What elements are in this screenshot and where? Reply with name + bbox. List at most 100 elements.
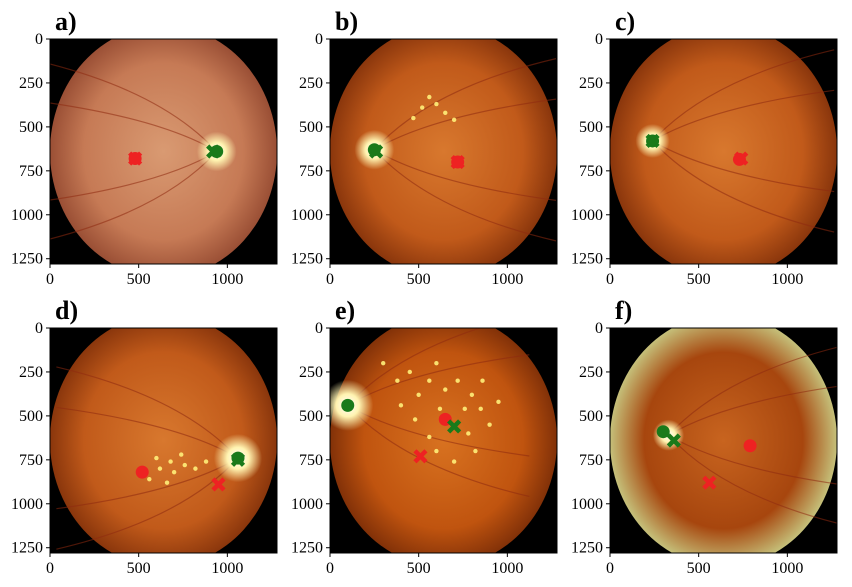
x-tick-label: 500	[687, 271, 711, 288]
x-tick-label: 0	[606, 271, 614, 288]
fundus-image	[50, 328, 277, 553]
green-circle-marker	[341, 398, 355, 412]
y-tick-label: 500	[19, 408, 43, 425]
exudate-spot	[168, 459, 173, 464]
red-circle-marker	[743, 439, 757, 453]
exudate-spot	[171, 469, 177, 475]
exudate-spot	[437, 406, 443, 412]
exudate-spot	[157, 466, 163, 471]
panel-label: a)	[55, 7, 77, 36]
axes-frame	[609, 38, 838, 265]
y-tick-label: 1250	[291, 251, 323, 268]
y-tick-label: 0	[595, 31, 603, 48]
x-tick-label: 1000	[491, 271, 523, 288]
y-tick-label: 250	[579, 364, 603, 381]
y-tick-label: 0	[315, 31, 323, 48]
axes-frame	[609, 327, 838, 554]
exudate-spot	[147, 476, 152, 482]
y-tick-label: 1000	[291, 207, 323, 224]
panel-label: c)	[615, 7, 635, 36]
exudate-spot	[434, 360, 439, 366]
exudate-spot	[487, 422, 492, 427]
y-tick-label: 500	[579, 119, 603, 136]
y-tick-label: 750	[579, 163, 603, 180]
y-tick-label: 1000	[11, 496, 43, 513]
y-tick-label: 250	[299, 75, 323, 92]
exudate-spot	[407, 369, 413, 375]
exudate-spot	[466, 431, 471, 436]
blood-vessels	[668, 346, 837, 524]
y-tick-label: 1250	[291, 540, 323, 557]
axes-frame	[49, 327, 278, 554]
exudate-spot	[434, 101, 439, 107]
y-tick-label: 250	[299, 364, 323, 381]
exudate-spot	[469, 392, 475, 397]
red-circle-marker	[135, 465, 149, 479]
y-tick-label: 1250	[11, 251, 43, 268]
y-tick-label: 1250	[571, 540, 603, 557]
fundus-disc	[330, 39, 557, 264]
axes-frame	[49, 38, 278, 265]
fundus-image	[610, 328, 837, 553]
y-tick-label: 1000	[571, 496, 603, 513]
green-circle-marker	[646, 134, 660, 148]
markers	[656, 425, 757, 490]
y-tick-label: 1000	[571, 207, 603, 224]
green-circle-marker	[656, 425, 670, 439]
exudate-spot	[420, 105, 425, 110]
x-tick-label: 500	[127, 271, 151, 288]
y-tick-label: 0	[35, 320, 43, 337]
exudates	[147, 452, 209, 485]
red-circle-marker	[451, 155, 465, 169]
y-tick-label: 1250	[571, 251, 603, 268]
red-cross-marker	[413, 449, 428, 464]
panel-label: f)	[615, 296, 632, 325]
exudate-spot	[473, 448, 478, 454]
exudate-spot	[427, 94, 432, 100]
exudate-spot	[193, 466, 198, 471]
fundus-image	[330, 39, 557, 264]
markers	[341, 398, 462, 464]
exudate-spot	[179, 452, 184, 457]
green-cross-marker	[666, 433, 681, 448]
exudate-spot	[496, 399, 501, 405]
fundus-image	[50, 39, 277, 264]
y-tick-label: 750	[19, 452, 43, 469]
fundus-disc	[610, 328, 837, 553]
x-tick-label: 1000	[211, 560, 243, 577]
x-tick-label: 0	[606, 560, 614, 577]
fundus-disc	[610, 39, 837, 264]
y-tick-label: 500	[579, 408, 603, 425]
y-tick-label: 750	[579, 452, 603, 469]
exudate-spot	[398, 403, 404, 408]
exudate-spot	[427, 378, 432, 383]
green-circle-marker	[231, 451, 245, 465]
y-tick-label: 0	[35, 31, 43, 48]
fundus-disc	[50, 328, 277, 553]
axes-frame	[329, 38, 558, 265]
exudate-spot	[462, 406, 467, 412]
x-tick-label: 0	[46, 271, 54, 288]
markers	[645, 133, 749, 166]
exudate-spot	[443, 387, 448, 392]
exudate-spot	[203, 459, 209, 464]
x-tick-label: 1000	[771, 271, 803, 288]
y-tick-label: 750	[299, 163, 323, 180]
exudate-spot	[451, 117, 457, 123]
exudate-spot	[451, 459, 457, 464]
exudate-spot	[416, 392, 421, 397]
markers	[128, 144, 224, 166]
exudate-spot	[455, 378, 460, 383]
x-tick-label: 1000	[491, 560, 523, 577]
exudate-spot	[443, 110, 448, 116]
exudates	[411, 94, 457, 123]
y-tick-label: 750	[299, 452, 323, 469]
red-cross-marker	[211, 477, 226, 492]
exudate-spot	[381, 360, 386, 366]
exudates	[381, 360, 501, 464]
exudate-spot	[154, 455, 159, 461]
